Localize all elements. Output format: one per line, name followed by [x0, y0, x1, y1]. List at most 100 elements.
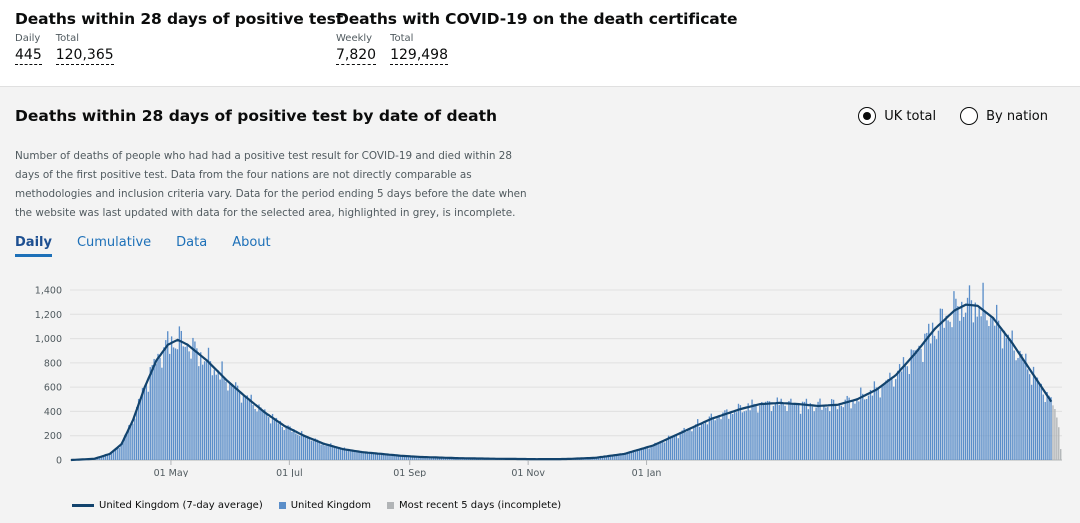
y-tick-label: 1,200 [35, 310, 62, 321]
daily-bar [1002, 348, 1003, 460]
legend-grey-swatch [387, 502, 394, 509]
daily-bar [947, 320, 948, 460]
daily-bar [761, 402, 762, 460]
daily-bar [206, 361, 207, 460]
tab-cumulative[interactable]: Cumulative [77, 235, 151, 257]
daily-bar [1013, 351, 1014, 460]
daily-bar [707, 424, 708, 460]
daily-bar [216, 375, 217, 460]
daily-bar [223, 377, 224, 460]
daily-bar [297, 435, 298, 460]
daily-bar [916, 349, 917, 460]
daily-bar [986, 320, 987, 460]
tab-daily[interactable]: Daily [15, 235, 52, 257]
daily-bar [788, 401, 789, 460]
daily-bar [260, 407, 261, 460]
x-tick-label: 01 Jan [632, 468, 662, 477]
daily-bar [140, 400, 141, 460]
daily-bar [854, 404, 855, 460]
radio-uk-total[interactable]: UK total [858, 107, 936, 125]
daily-bar [847, 396, 848, 460]
daily-bar [287, 425, 288, 460]
daily-bar [967, 298, 968, 460]
daily-bar [876, 387, 877, 460]
daily-bar [914, 350, 915, 460]
daily-bar [808, 409, 809, 460]
daily-bar [264, 409, 265, 460]
radio-by-nation[interactable]: By nation [960, 107, 1048, 125]
incomplete-bar [1060, 449, 1061, 460]
daily-bar [619, 455, 620, 460]
daily-bar [705, 422, 706, 460]
daily-bar [720, 419, 721, 460]
daily-bar [262, 411, 263, 460]
daily-bar [798, 404, 799, 460]
daily-bar [827, 407, 828, 460]
daily-bar [990, 317, 991, 460]
daily-bar [841, 406, 842, 460]
chart-legend: United Kingdom (7-day average) United Ki… [72, 500, 561, 511]
daily-bar [843, 407, 844, 460]
daily-bar [951, 327, 952, 460]
daily-bar [210, 361, 211, 460]
radio-unselected-icon[interactable] [960, 107, 978, 125]
daily-bar [377, 454, 378, 460]
daily-bar [946, 316, 947, 460]
chart-card: Deaths within 28 days of positive test b… [0, 86, 1080, 523]
daily-bar [144, 388, 145, 460]
daily-bar [656, 444, 657, 460]
daily-bar [198, 366, 199, 460]
daily-bar [231, 385, 232, 460]
daily-bar [792, 403, 793, 460]
stat-value[interactable]: 129,498 [390, 47, 448, 65]
daily-bar [988, 326, 989, 460]
stat-value[interactable]: 120,365 [56, 47, 114, 65]
daily-bar [775, 403, 776, 460]
headline-stat-daily[interactable]: Daily 445 [15, 33, 42, 65]
daily-bar [1012, 331, 1013, 460]
daily-bar [291, 432, 292, 460]
daily-bar [866, 399, 867, 460]
daily-bar [957, 306, 958, 460]
daily-bar [326, 445, 327, 460]
stat-label: Daily [15, 33, 42, 44]
stat-value[interactable]: 445 [15, 47, 42, 65]
radio-selected-icon[interactable] [858, 107, 876, 125]
daily-bar [150, 367, 151, 460]
daily-bar [284, 430, 285, 460]
daily-bar [870, 390, 871, 460]
daily-bar [769, 401, 770, 460]
tab-about[interactable]: About [232, 235, 270, 257]
headline-stat-weekly[interactable]: Weekly 7,820 [336, 33, 376, 65]
daily-bar [942, 309, 943, 460]
stat-value[interactable]: 7,820 [336, 47, 376, 65]
daily-bar [227, 391, 228, 460]
tab-data[interactable]: Data [176, 235, 207, 257]
y-tick-label: 1,400 [35, 286, 62, 297]
daily-bar [1025, 354, 1026, 460]
headline-title: Deaths with COVID-19 on the death certif… [336, 10, 737, 28]
daily-bar [862, 394, 863, 460]
daily-bar [757, 413, 758, 460]
headline-stat-total[interactable]: Total 129,498 [390, 33, 448, 65]
daily-bar [932, 323, 933, 460]
daily-bar [641, 449, 642, 460]
daily-bar [763, 403, 764, 460]
stat-label: Weekly [336, 33, 376, 44]
daily-bar [293, 429, 294, 460]
daily-bar [831, 399, 832, 460]
daily-bar [810, 403, 811, 460]
daily-bar [190, 359, 191, 460]
headline-stat-total[interactable]: Total 120,365 [56, 33, 114, 65]
daily-bar [804, 402, 805, 460]
daily-bar [934, 336, 935, 460]
daily-bar [202, 365, 203, 460]
daily-bar [392, 456, 393, 460]
daily-bar [338, 448, 339, 460]
daily-bar [289, 426, 290, 460]
y-tick-label: 400 [44, 407, 62, 418]
daily-bar [1033, 367, 1034, 460]
daily-bar [796, 404, 797, 460]
daily-bar [1015, 360, 1016, 460]
daily-bar [1043, 395, 1044, 460]
